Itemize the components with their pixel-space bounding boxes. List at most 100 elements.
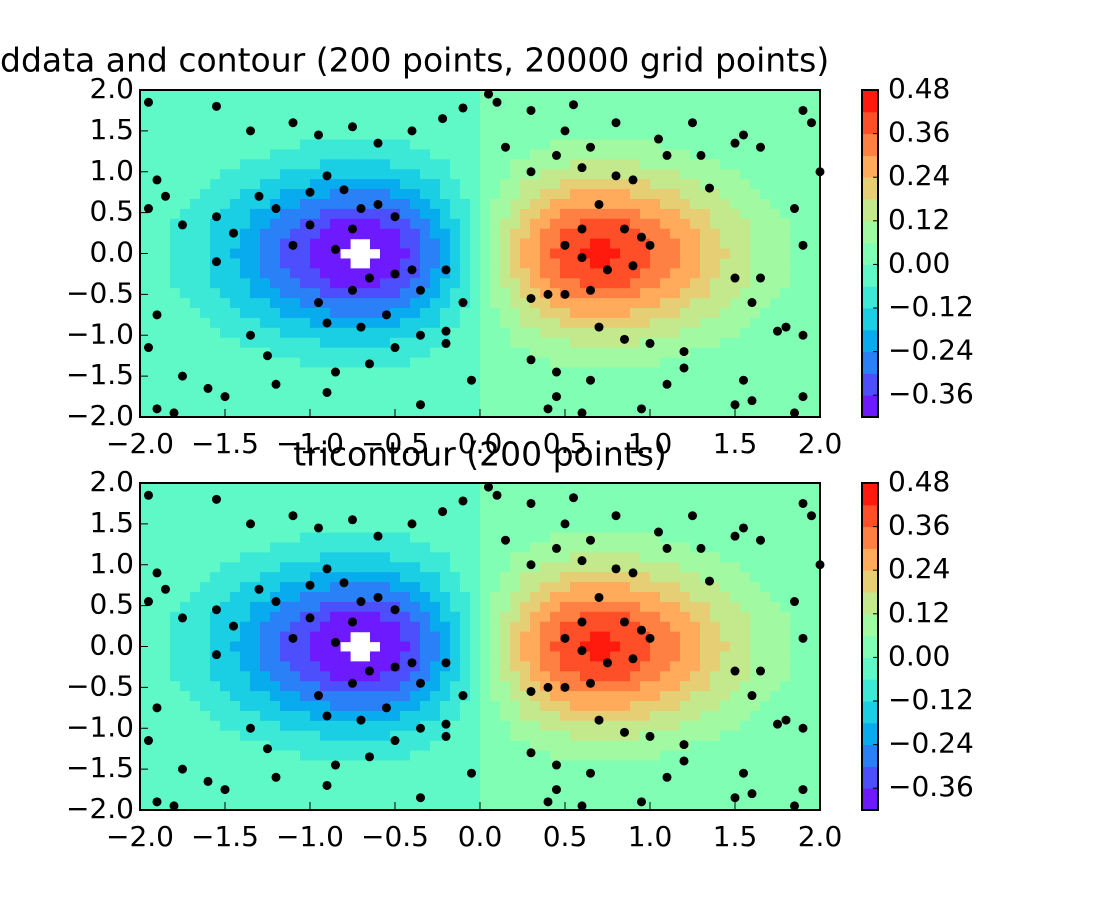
contour-cell xyxy=(300,228,311,240)
contour-cell xyxy=(140,109,151,121)
contour-cell xyxy=(330,407,341,418)
contour-cell xyxy=(800,552,811,563)
contour-cell xyxy=(300,601,311,613)
contour-cell xyxy=(400,119,411,131)
contour-cell xyxy=(780,278,791,289)
contour-cell xyxy=(230,631,241,643)
contour-cell xyxy=(340,800,351,811)
contour-cell xyxy=(710,179,721,190)
contour-cell xyxy=(180,308,191,319)
contour-cell xyxy=(750,308,761,319)
contour-cell xyxy=(180,109,191,121)
contour-cell xyxy=(320,397,331,408)
contour-cell xyxy=(640,169,651,180)
contour-cell xyxy=(370,710,381,722)
contour-cell xyxy=(230,572,241,583)
contour-cell xyxy=(650,720,661,732)
contour-cell xyxy=(680,159,691,170)
contour-cell xyxy=(610,228,621,240)
contour-cell xyxy=(310,119,321,131)
data-point xyxy=(322,387,332,397)
contour-cell xyxy=(390,760,401,771)
contour-cell xyxy=(500,109,511,121)
contour-cell xyxy=(400,601,411,613)
y-tick-label: 0.0 xyxy=(89,236,134,269)
contour-cell xyxy=(410,99,421,111)
contour-cell xyxy=(410,691,421,702)
contour-cell xyxy=(560,611,571,623)
y-tick-label: −1.0 xyxy=(66,317,134,350)
contour-cell xyxy=(370,760,381,771)
contour-cell xyxy=(400,258,411,269)
contour-cell xyxy=(220,522,231,534)
data-point xyxy=(246,330,255,340)
contour-cell xyxy=(660,740,671,752)
contour-cell xyxy=(300,327,311,339)
data-point xyxy=(705,183,714,193)
contour-cell xyxy=(210,790,221,801)
contour-cell xyxy=(400,661,411,672)
contour-cell xyxy=(580,337,591,349)
contour-cell xyxy=(620,139,631,151)
contour-cell xyxy=(730,298,741,309)
contour-cell xyxy=(210,288,221,299)
contour-cell xyxy=(500,268,511,279)
contour-cell xyxy=(330,149,341,160)
data-point xyxy=(169,408,179,418)
contour-cell xyxy=(720,730,731,742)
data-point xyxy=(271,379,281,389)
contour-cell xyxy=(250,199,261,210)
contour-cell xyxy=(490,621,501,633)
contour-cell xyxy=(630,109,641,121)
contour-cell xyxy=(220,740,231,752)
contour-cell xyxy=(330,671,341,682)
contour-cell xyxy=(350,179,361,190)
contour-cell xyxy=(780,750,791,762)
contour-cell xyxy=(610,800,621,811)
contour-cell xyxy=(480,730,491,742)
contour-cell xyxy=(600,377,611,388)
contour-cell xyxy=(430,641,441,653)
contour-cell xyxy=(240,601,251,613)
contour-cell xyxy=(480,691,491,702)
contour-cell xyxy=(800,572,811,583)
contour-cell xyxy=(740,800,751,811)
contour-cell xyxy=(800,149,811,160)
contour-cell xyxy=(680,119,691,131)
contour-cell xyxy=(640,730,651,742)
contour-cell xyxy=(670,99,681,111)
contour-cell xyxy=(320,288,331,299)
contour-cell xyxy=(460,730,471,742)
contour-cell xyxy=(450,492,461,504)
contour-cell xyxy=(140,512,151,524)
contour-cell xyxy=(200,562,211,573)
contour-cell xyxy=(170,139,181,151)
contour-cell xyxy=(640,208,651,220)
contour-cell xyxy=(740,90,751,101)
contour-cell xyxy=(490,397,501,408)
contour-cell xyxy=(330,90,341,101)
contour-cell xyxy=(500,800,511,811)
contour-cell xyxy=(430,631,441,643)
colorbar-tick-label: 0.00 xyxy=(888,639,950,672)
contour-cell xyxy=(500,770,511,781)
contour-cell xyxy=(800,218,811,230)
contour-cell xyxy=(660,288,671,299)
contour-cell xyxy=(390,740,401,752)
contour-cell xyxy=(540,189,551,200)
contour-cell xyxy=(460,347,471,359)
contour-cell xyxy=(220,119,231,131)
contour-cell xyxy=(240,522,251,534)
contour-cell xyxy=(390,99,401,111)
contour-cell xyxy=(180,258,191,269)
contour-cell xyxy=(520,367,531,378)
contour-cell xyxy=(410,90,421,101)
contour-cell xyxy=(560,159,571,170)
contour-cell xyxy=(190,387,201,398)
contour-cell xyxy=(590,691,601,702)
contour-cell xyxy=(420,592,431,603)
contour-cell xyxy=(690,109,701,121)
contour-cell xyxy=(680,317,691,329)
contour-cell xyxy=(340,317,351,329)
contour-cell xyxy=(310,730,321,742)
